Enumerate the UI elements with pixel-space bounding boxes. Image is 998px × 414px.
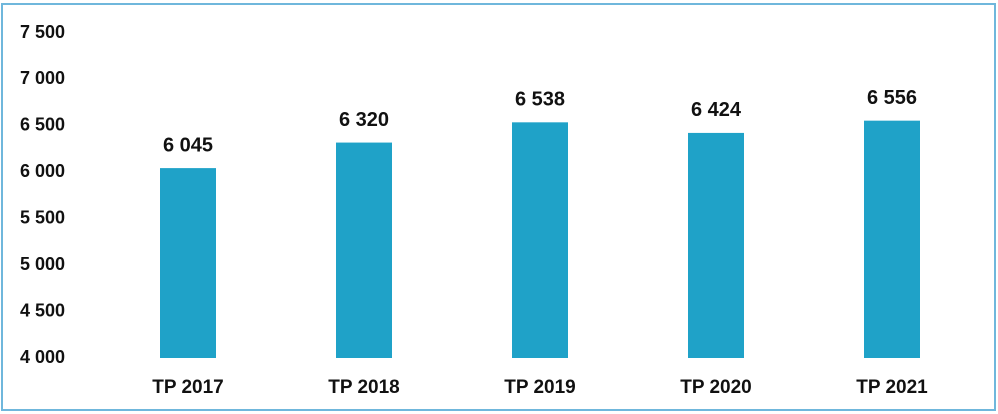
x-tick-label: TP 2019 <box>504 377 575 398</box>
data-label: 6 320 <box>339 109 389 131</box>
data-label: 6 556 <box>867 87 917 109</box>
frame <box>1 3 996 411</box>
data-label: 6 045 <box>163 134 213 156</box>
bar <box>864 120 920 359</box>
y-tick-label: 5 000 <box>20 254 65 274</box>
y-tick-label: 6 500 <box>20 115 65 135</box>
y-tick-label: 6 000 <box>20 161 65 181</box>
bar <box>160 168 216 358</box>
data-label: 6 424 <box>691 99 742 121</box>
data-label: 6 538 <box>515 89 565 111</box>
x-tick-label: TP 2020 <box>680 377 751 398</box>
y-tick-label: 4 500 <box>20 300 65 320</box>
bar <box>688 132 744 358</box>
bar <box>512 122 568 358</box>
y-tick-label: 7 500 <box>20 22 65 42</box>
x-tick-label: TP 2021 <box>856 377 928 398</box>
x-tick-label: TP 2017 <box>152 377 223 398</box>
y-tick-label: 7 000 <box>20 68 65 88</box>
bar <box>336 142 392 358</box>
y-tick-label: 4 000 <box>20 347 65 367</box>
y-tick-label: 5 500 <box>20 207 65 227</box>
x-tick-label: TP 2018 <box>328 377 399 398</box>
